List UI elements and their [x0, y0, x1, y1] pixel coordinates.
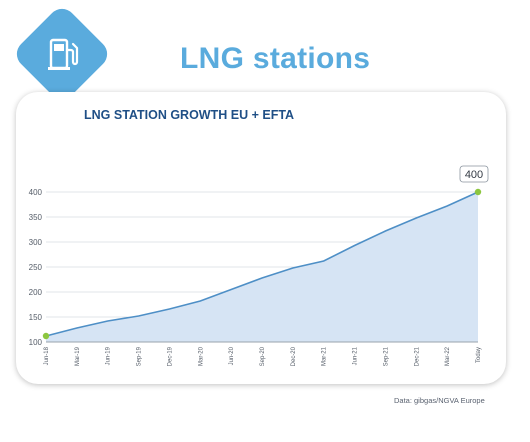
x-tick-label: Mar-20	[198, 346, 204, 366]
x-tick-label: Sep-20	[260, 346, 266, 366]
y-tick-label: 200	[29, 288, 43, 297]
x-tick-label: Dec-21	[414, 346, 420, 366]
chart-title: LNG STATION GROWTH EU + EFTA	[84, 108, 295, 122]
x-tick-label: Dec-19	[167, 346, 173, 366]
chart-card: LNG STATION GROWTH EU + EFTA 100 150 200 25…	[16, 92, 506, 384]
x-tick-label: Jun-21	[353, 346, 359, 365]
y-tick-label: 150	[29, 313, 43, 322]
x-tick-label: Sep-21	[383, 346, 389, 366]
area-chart: 100 150 200 250 300 350 400 Jun-18 Mar-19 Jun-19 S…	[29, 165, 489, 366]
y-tick-label: 250	[29, 263, 43, 272]
x-tick-label: Jun-19	[106, 346, 112, 365]
start-point	[42, 332, 50, 340]
y-tick-label: 300	[29, 238, 43, 247]
y-tick-label: 100	[29, 338, 43, 347]
x-tick-label: Mar-19	[75, 346, 81, 366]
source-note: Data: gibgas/NGVA Europe	[394, 396, 485, 405]
x-tick-label: Mar-21	[322, 346, 328, 366]
x-tick-label: Jun-20	[229, 346, 235, 365]
page-title: LNG stations	[180, 42, 371, 75]
x-tick-label: Today	[476, 347, 482, 363]
y-tick-label: 350	[29, 213, 43, 222]
callout-box	[459, 165, 489, 183]
x-tick-label: Jun-18	[44, 346, 50, 365]
fuel-pump-icon	[26, 18, 98, 90]
callout-label: 400	[465, 169, 483, 181]
y-tick-label: 400	[29, 188, 43, 197]
x-tick-label: Mar-22	[445, 346, 451, 366]
end-point	[474, 188, 482, 196]
x-tick-label: Sep-19	[137, 346, 143, 366]
x-tick-label: Dec-20	[291, 346, 297, 366]
series-line	[45, 191, 479, 337]
area-fill	[46, 192, 478, 342]
